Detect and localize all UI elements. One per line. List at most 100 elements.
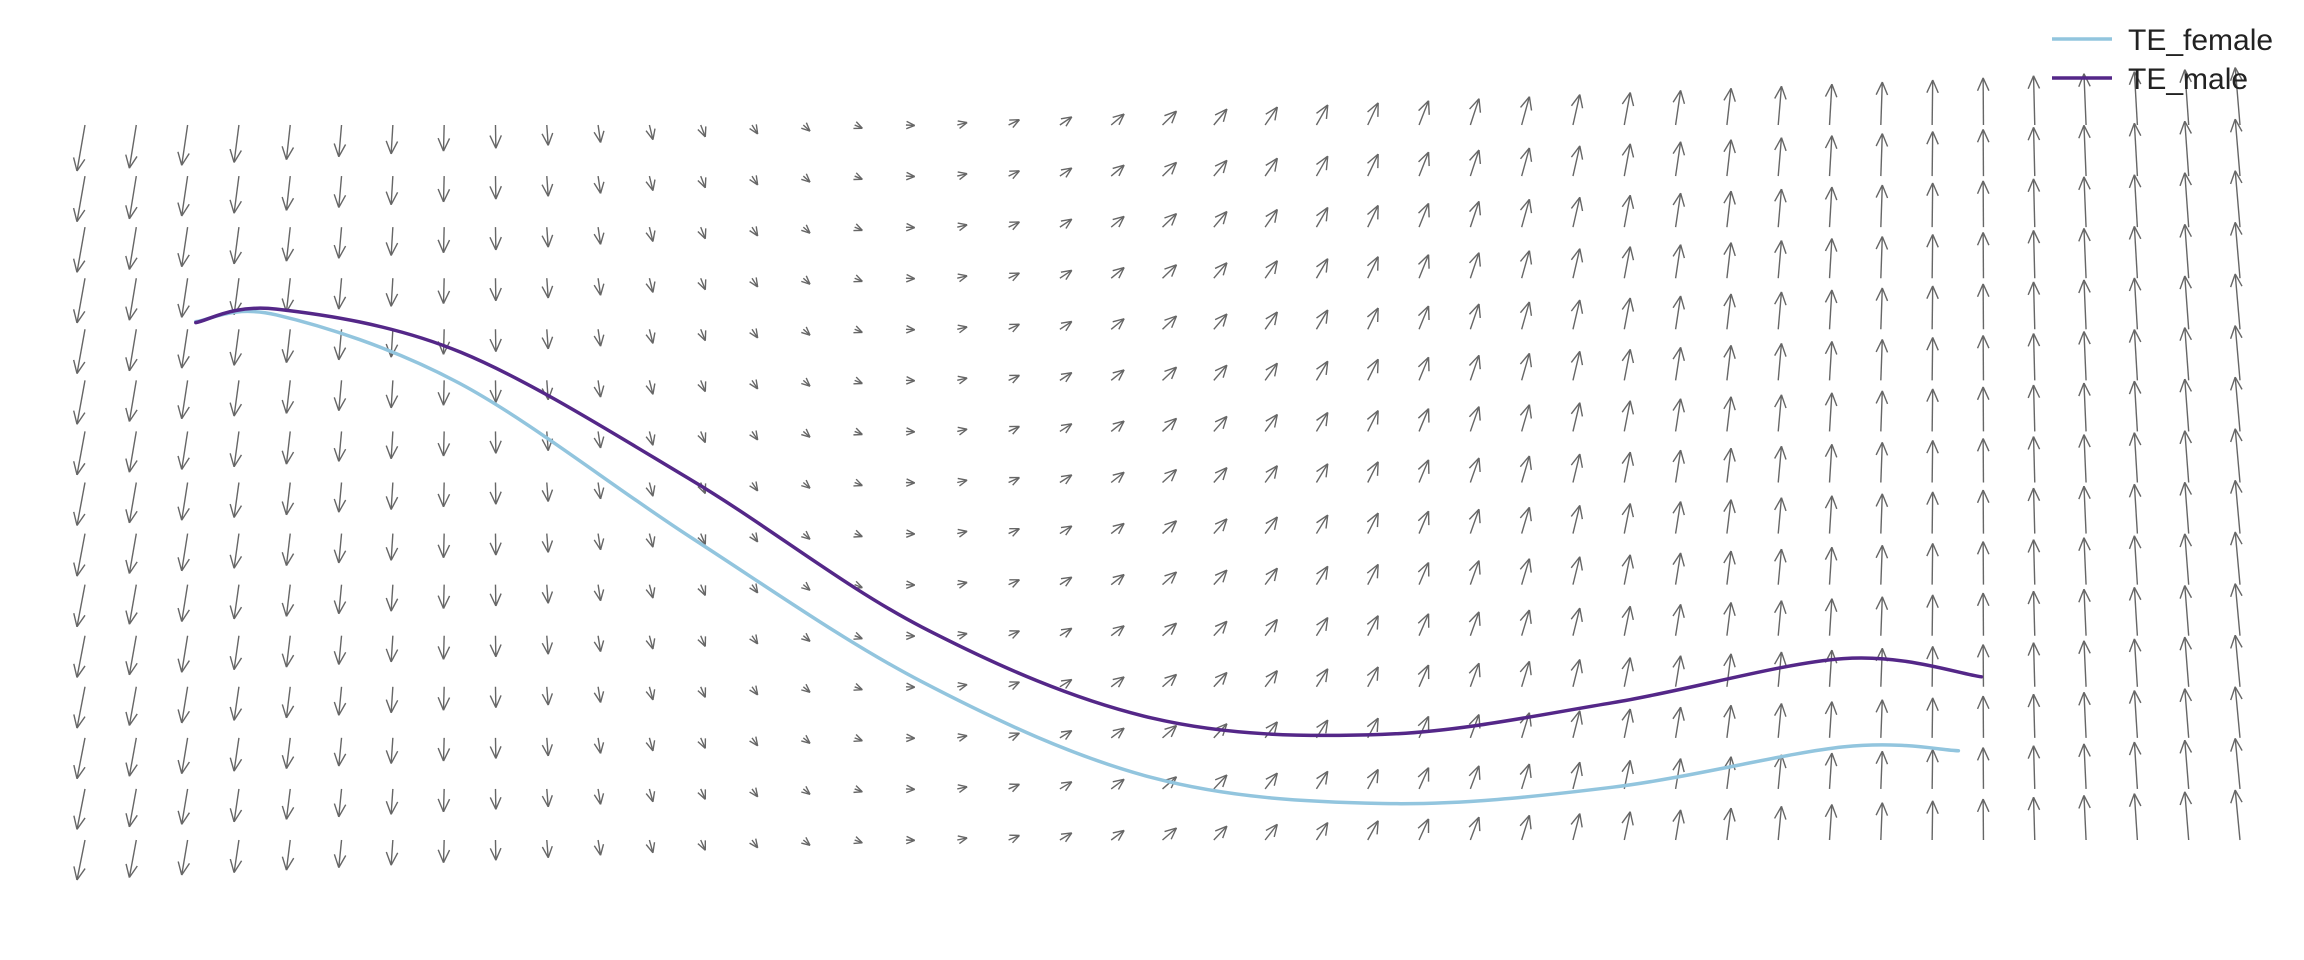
- field-arrow: [177, 329, 190, 369]
- field-arrow: [645, 431, 656, 446]
- field-arrow: [1519, 250, 1533, 279]
- field-arrow: [1162, 161, 1178, 177]
- field-arrow: [1774, 343, 1787, 381]
- field-arrow: [1264, 567, 1279, 586]
- field-arrow: [905, 427, 916, 436]
- field-arrow: [73, 533, 86, 577]
- field-arrow: [1264, 465, 1279, 483]
- field-arrow: [2078, 485, 2091, 534]
- field-arrow: [2027, 281, 2041, 330]
- field-arrow: [1672, 141, 1686, 177]
- field-arrow: [1264, 362, 1279, 381]
- field-arrow: [1264, 413, 1279, 432]
- field-arrow: [1417, 459, 1430, 483]
- field-arrow: [1976, 438, 1990, 483]
- field-arrow: [1519, 147, 1533, 177]
- field-arrow: [437, 431, 451, 457]
- field-arrow: [1621, 503, 1635, 534]
- field-arrow: [1976, 798, 1990, 841]
- field-arrow: [229, 635, 243, 671]
- field-arrow: [1418, 151, 1430, 177]
- field-arrow: [2179, 791, 2193, 841]
- field-arrow: [593, 737, 605, 754]
- field-arrow: [1570, 813, 1583, 841]
- field-arrow: [1468, 611, 1481, 636]
- field-arrow: [125, 788, 138, 828]
- field-arrow: [73, 635, 86, 678]
- field-arrow: [1824, 392, 1838, 432]
- field-arrow: [281, 584, 295, 617]
- field-arrow: [1468, 662, 1481, 688]
- field-arrow: [437, 686, 451, 711]
- field-arrow: [1417, 254, 1430, 279]
- field-arrow: [1976, 283, 1990, 330]
- field-arrow: [645, 278, 656, 293]
- legend: TE_female TE_male: [2052, 24, 2273, 96]
- field-arrow: [2230, 531, 2243, 585]
- field-arrow: [1162, 571, 1178, 586]
- field-arrow: [229, 533, 243, 569]
- field-arrow: [73, 482, 86, 526]
- field-arrow: [1213, 364, 1228, 381]
- field-arrow: [72, 227, 86, 273]
- field-arrow: [1672, 809, 1685, 841]
- field-arrow: [281, 737, 295, 769]
- field-arrow: [853, 274, 863, 283]
- field-arrow: [1059, 678, 1073, 689]
- field-arrow: [2179, 378, 2193, 432]
- field-arrow: [229, 431, 243, 468]
- field-arrow: [489, 329, 502, 352]
- field-arrow: [1570, 299, 1584, 330]
- field-arrow: [385, 635, 399, 663]
- field-arrow: [1875, 545, 1889, 585]
- field-arrow: [125, 737, 138, 777]
- field-arrow: [1824, 804, 1838, 841]
- field-arrow: [489, 737, 502, 759]
- field-arrow: [1774, 137, 1787, 177]
- field-arrow: [697, 635, 707, 647]
- field-arrow: [1008, 221, 1020, 231]
- field-arrow: [2229, 325, 2243, 381]
- field-arrow: [1213, 210, 1228, 228]
- field-arrow: [1008, 374, 1020, 384]
- field-arrow: [1926, 79, 1939, 126]
- field-arrow: [541, 686, 554, 706]
- field-arrow: [333, 227, 347, 259]
- field-arrow: [2027, 590, 2041, 636]
- field-arrow: [1621, 605, 1634, 636]
- field-arrow: [905, 784, 916, 794]
- field-arrow: [1672, 244, 1686, 279]
- field-arrow: [957, 733, 968, 742]
- field-arrow: [229, 737, 243, 772]
- field-arrow: [645, 686, 656, 701]
- field-arrow: [1519, 558, 1532, 585]
- field-arrow: [1926, 800, 1939, 841]
- field-arrow: [281, 227, 295, 262]
- field-arrow: [749, 787, 759, 798]
- field-arrow: [1059, 576, 1073, 587]
- series-line-te-female: [194, 309, 1961, 806]
- field-arrow: [1162, 110, 1178, 126]
- field-arrow: [1213, 415, 1228, 432]
- field-arrow: [125, 124, 138, 169]
- field-arrow: [1059, 269, 1073, 280]
- field-arrow: [593, 124, 605, 143]
- field-arrow: [73, 431, 86, 476]
- field-arrow: [1366, 256, 1379, 279]
- field-arrow: [2027, 693, 2041, 738]
- legend-entry-1: TE_male: [2052, 63, 2248, 96]
- field-arrow: [1672, 192, 1686, 228]
- field-arrow: [1875, 647, 1889, 687]
- field-arrow: [1110, 113, 1125, 126]
- field-arrow: [1110, 573, 1125, 586]
- field-arrow: [1162, 724, 1178, 739]
- field-arrow: [593, 788, 605, 805]
- field-arrow: [333, 839, 347, 868]
- field-arrow: [853, 734, 863, 742]
- field-arrow: [1315, 668, 1329, 688]
- field-arrow: [1059, 218, 1073, 229]
- field-arrow: [489, 839, 502, 861]
- field-arrow: [1367, 153, 1379, 177]
- field-arrow: [489, 533, 502, 556]
- field-arrow: [2027, 487, 2041, 534]
